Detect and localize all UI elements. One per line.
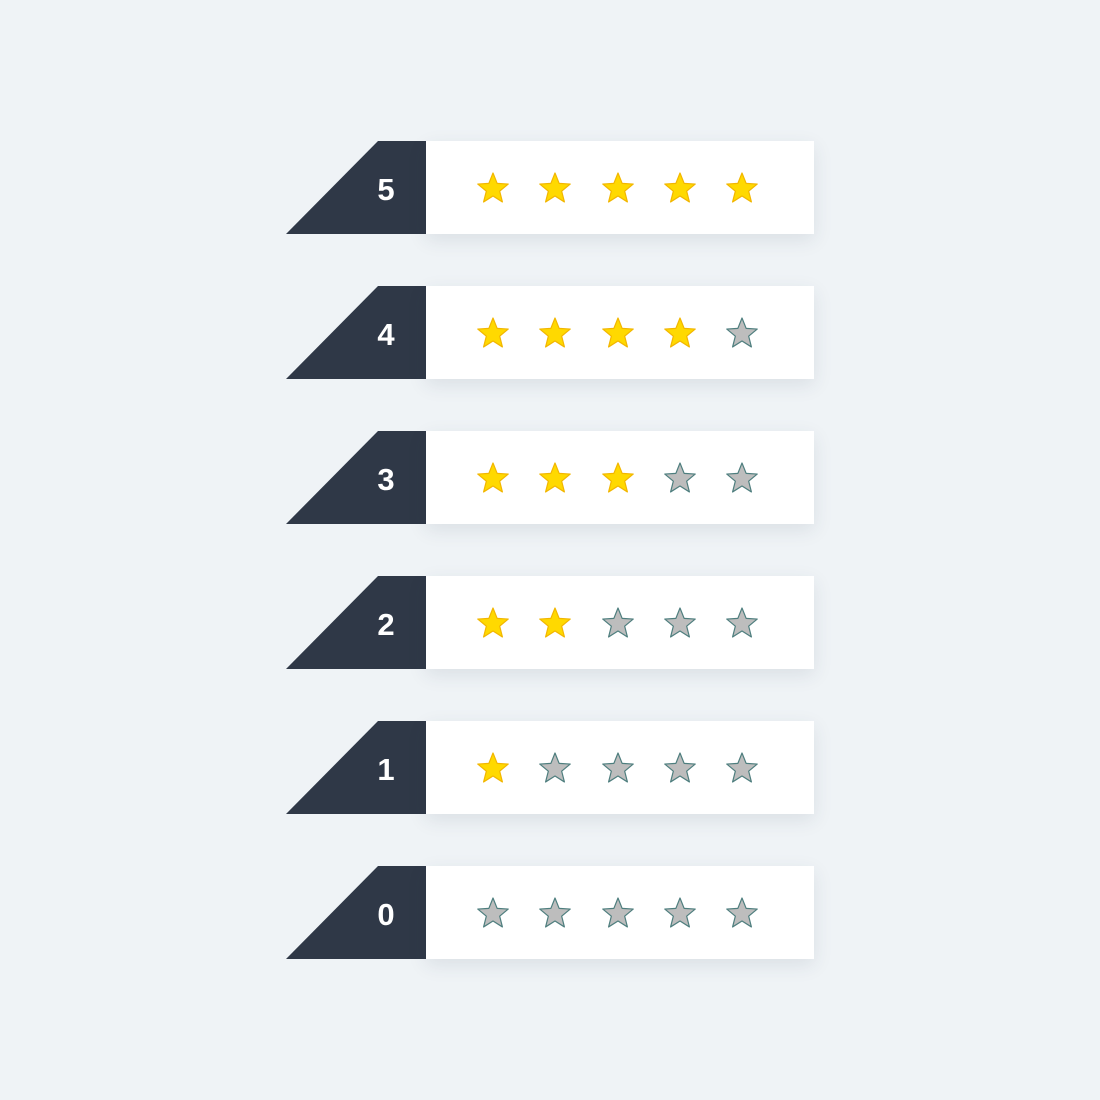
star-filled-icon (726, 172, 759, 203)
rating-number: 0 (377, 897, 395, 932)
star-empty-icon (601, 607, 634, 638)
stars-panel (426, 141, 814, 234)
star-empty-icon (664, 897, 696, 928)
star-filled-icon (477, 752, 509, 783)
rating-row-0[interactable]: 0 (286, 866, 814, 959)
rating-number: 2 (377, 607, 395, 642)
rating-row-4[interactable]: 4 (286, 286, 814, 379)
star-filled-icon (477, 607, 509, 638)
star-filled-icon (477, 317, 509, 348)
star-empty-icon (539, 752, 572, 783)
rating-row-2[interactable]: 2 (286, 576, 814, 669)
star-empty-icon (726, 897, 759, 928)
star-empty-icon (726, 607, 759, 638)
star-filled-icon (601, 172, 634, 203)
rating-tag: 1 (286, 721, 426, 814)
rating-tag: 4 (286, 286, 426, 379)
star-filled-icon (539, 317, 572, 348)
rating-number: 4 (377, 317, 395, 352)
rating-number: 3 (377, 462, 395, 497)
stars-panel (426, 576, 814, 669)
stars-panel (426, 286, 814, 379)
star-empty-icon (664, 462, 696, 493)
rating-row-1[interactable]: 1 (286, 721, 814, 814)
rating-row-5[interactable]: 5 (286, 141, 814, 234)
rating-tag: 3 (286, 431, 426, 524)
star-empty-icon (726, 462, 759, 493)
rating-row-3[interactable]: 3 (286, 431, 814, 524)
star-empty-icon (601, 752, 634, 783)
star-empty-icon (664, 607, 696, 638)
stars-panel (426, 866, 814, 959)
rating-tag: 0 (286, 866, 426, 959)
star-filled-icon (477, 462, 509, 493)
stars-panel (426, 431, 814, 524)
star-filled-icon (539, 607, 572, 638)
star-filled-icon (601, 462, 634, 493)
rating-tag: 2 (286, 576, 426, 669)
star-filled-icon (539, 462, 572, 493)
stars-panel (426, 721, 814, 814)
star-empty-icon (601, 897, 634, 928)
star-filled-icon (601, 317, 634, 348)
star-filled-icon (539, 172, 572, 203)
star-filled-icon (477, 172, 509, 203)
star-filled-icon (664, 317, 696, 348)
star-empty-icon (477, 897, 509, 928)
star-empty-icon (726, 317, 759, 348)
star-filled-icon (664, 172, 696, 203)
star-empty-icon (539, 897, 572, 928)
rating-number: 5 (377, 172, 395, 207)
rating-tag: 5 (286, 141, 426, 234)
star-empty-icon (726, 752, 759, 783)
rating-number: 1 (377, 752, 395, 787)
star-empty-icon (664, 752, 696, 783)
